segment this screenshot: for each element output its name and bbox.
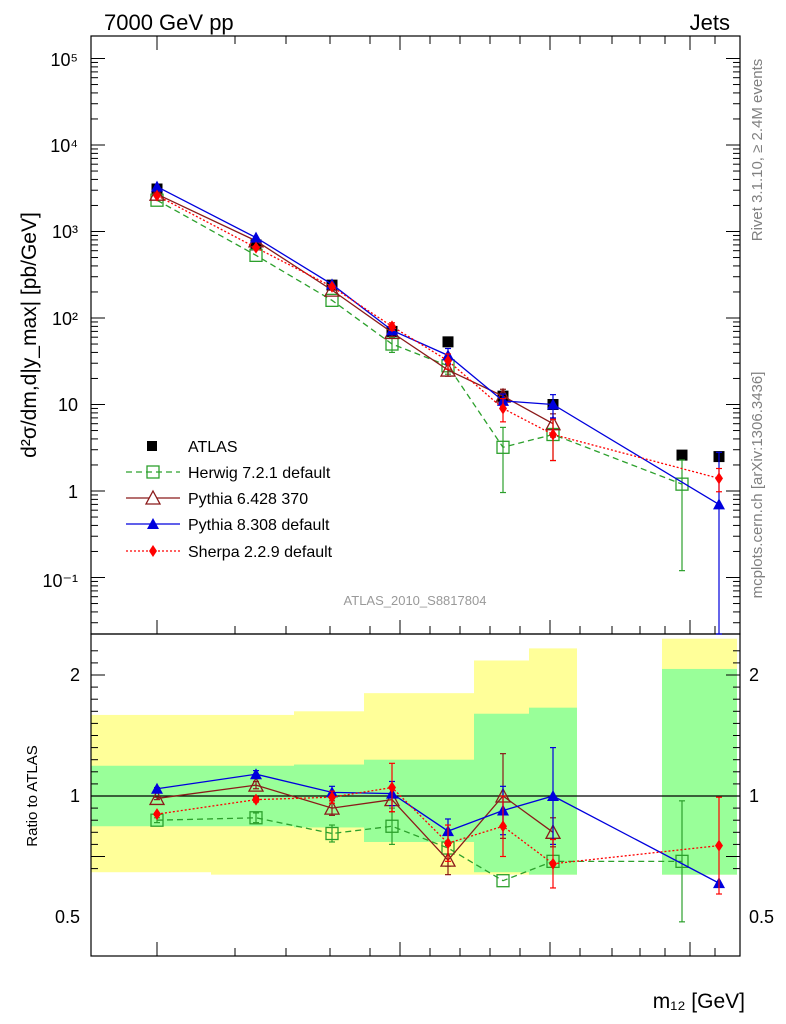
ratio-sherpa-point — [388, 781, 396, 794]
main-sherpa-point — [549, 428, 557, 441]
ratio-y-axis-title: Ratio to ATLAS — [24, 745, 41, 846]
main-y-tick-10: 10 — [58, 395, 78, 415]
ratio-sherpa-line — [156, 786, 720, 865]
main-y-tick-1e2: 10² — [52, 309, 78, 329]
main-pythia8-point — [151, 180, 163, 192]
legend-marker-pythia8 — [147, 518, 159, 529]
ratio-pythia8-point — [151, 782, 163, 794]
main-sherpa-point — [252, 241, 260, 254]
legend-label-herwig: Herwig 7.2.1 default — [188, 465, 331, 482]
main-y-tick-1e5: 10⁵ — [51, 50, 78, 70]
main-y-axis-title: d²σ/dm,d|y_max| [pb/GeV] — [18, 212, 41, 458]
main-pythia8-point — [713, 498, 725, 510]
legend-label-pythia8: Pythia 8.308 default — [188, 517, 330, 534]
analysis-id-label: ATLAS_2010_S8817804 — [344, 593, 487, 608]
main-y-tick-1: 1 — [68, 482, 78, 502]
ratio-pythia6-point — [323, 799, 341, 815]
ratio-series-layer — [148, 746, 725, 923]
ratio-sherpa-point — [328, 791, 336, 804]
rivet-version-label: Rivet 3.1.10, ≥ 2.4M events — [749, 59, 766, 242]
band-inner — [662, 668, 737, 875]
main-y-tick-1e-1: 10⁻¹ — [42, 571, 78, 591]
ratio-pythia6-point — [247, 776, 265, 792]
ratio-pythia6-point — [439, 851, 457, 867]
ratio-herwig-point — [249, 811, 263, 825]
ratio-sherpa-point — [153, 808, 161, 821]
legend-marker-sherpa — [149, 545, 157, 557]
ratio-herwig-point — [325, 826, 339, 841]
legend-label-sherpa: Sherpa 2.2.9 default — [188, 544, 333, 561]
process-label: Jets — [690, 10, 730, 35]
main-atlas-point — [676, 449, 688, 461]
main-herwig-point — [496, 440, 510, 454]
legend-marker-atlas — [147, 441, 157, 451]
ratio-sherpa-point — [444, 837, 452, 850]
main-atlas-point — [442, 336, 454, 348]
main-series-layer — [148, 180, 725, 635]
x-axis-title: m₁₂ [GeV] — [653, 990, 745, 1013]
mcplots-reference-label: mcplots.cern.ch [arXiv:1306.3436] — [749, 372, 766, 599]
main-herwig-point — [675, 477, 689, 491]
ratio-pythia8-line — [156, 773, 720, 884]
main-sherpa-point — [499, 402, 507, 415]
ratio-pythia6-point — [148, 790, 166, 806]
main-pythia6-line — [156, 193, 554, 425]
main-y-tick-1e4: 10⁴ — [50, 136, 78, 156]
legend-label-atlas: ATLAS — [188, 439, 238, 456]
ratio-y-tick-1-right: 1 — [749, 786, 759, 806]
ratio-herwig-point — [675, 854, 689, 868]
ratio-y-tick-2-left: 2 — [70, 665, 80, 685]
main-sherpa-point — [444, 354, 452, 367]
main-pythia8-point — [547, 398, 559, 410]
legend-label-pythia6: Pythia 6.428 370 — [188, 491, 308, 508]
main-sherpa-point — [328, 280, 336, 293]
main-sherpa-point — [388, 320, 396, 333]
ratio-panel-frame — [90, 633, 741, 957]
ratio-sherpa-point — [252, 793, 260, 806]
ratio-y-tick-2-right: 2 — [749, 665, 759, 685]
main-sherpa-line — [156, 195, 720, 479]
main-sherpa-point — [153, 189, 161, 202]
legend: ATLAS Herwig 7.2.1 default Pythia 6.428 … — [126, 439, 333, 561]
ratio-sherpa-point — [499, 820, 507, 833]
ratio-pythia8-point — [547, 790, 559, 801]
ratio-sherpa-point — [715, 839, 723, 852]
legend-marker-pythia6 — [144, 489, 162, 505]
main-herwig-line — [156, 199, 683, 485]
ratio-y-tick-0-5-left: 0.5 — [55, 907, 80, 927]
main-pythia6-point — [439, 361, 457, 377]
ratio-pythia8-point — [250, 768, 262, 780]
legend-marker-herwig — [146, 465, 160, 479]
collision-label: 7000 GeV pp — [104, 10, 234, 35]
ratio-sherpa-point — [549, 857, 557, 870]
main-y-tick-1e3: 10³ — [52, 222, 78, 242]
ratio-y-tick-1-left: 1 — [70, 786, 80, 806]
uncertainty-bands — [91, 638, 737, 875]
ratio-herwig-point — [496, 874, 510, 888]
main-sherpa-point — [715, 472, 723, 485]
ratio-herwig-point — [385, 819, 399, 833]
ratio-y-tick-0-5-right: 0.5 — [749, 907, 774, 927]
main-herwig-point — [325, 293, 339, 307]
main-pythia8-point — [250, 231, 262, 243]
ratio-herwig-line — [156, 817, 682, 882]
